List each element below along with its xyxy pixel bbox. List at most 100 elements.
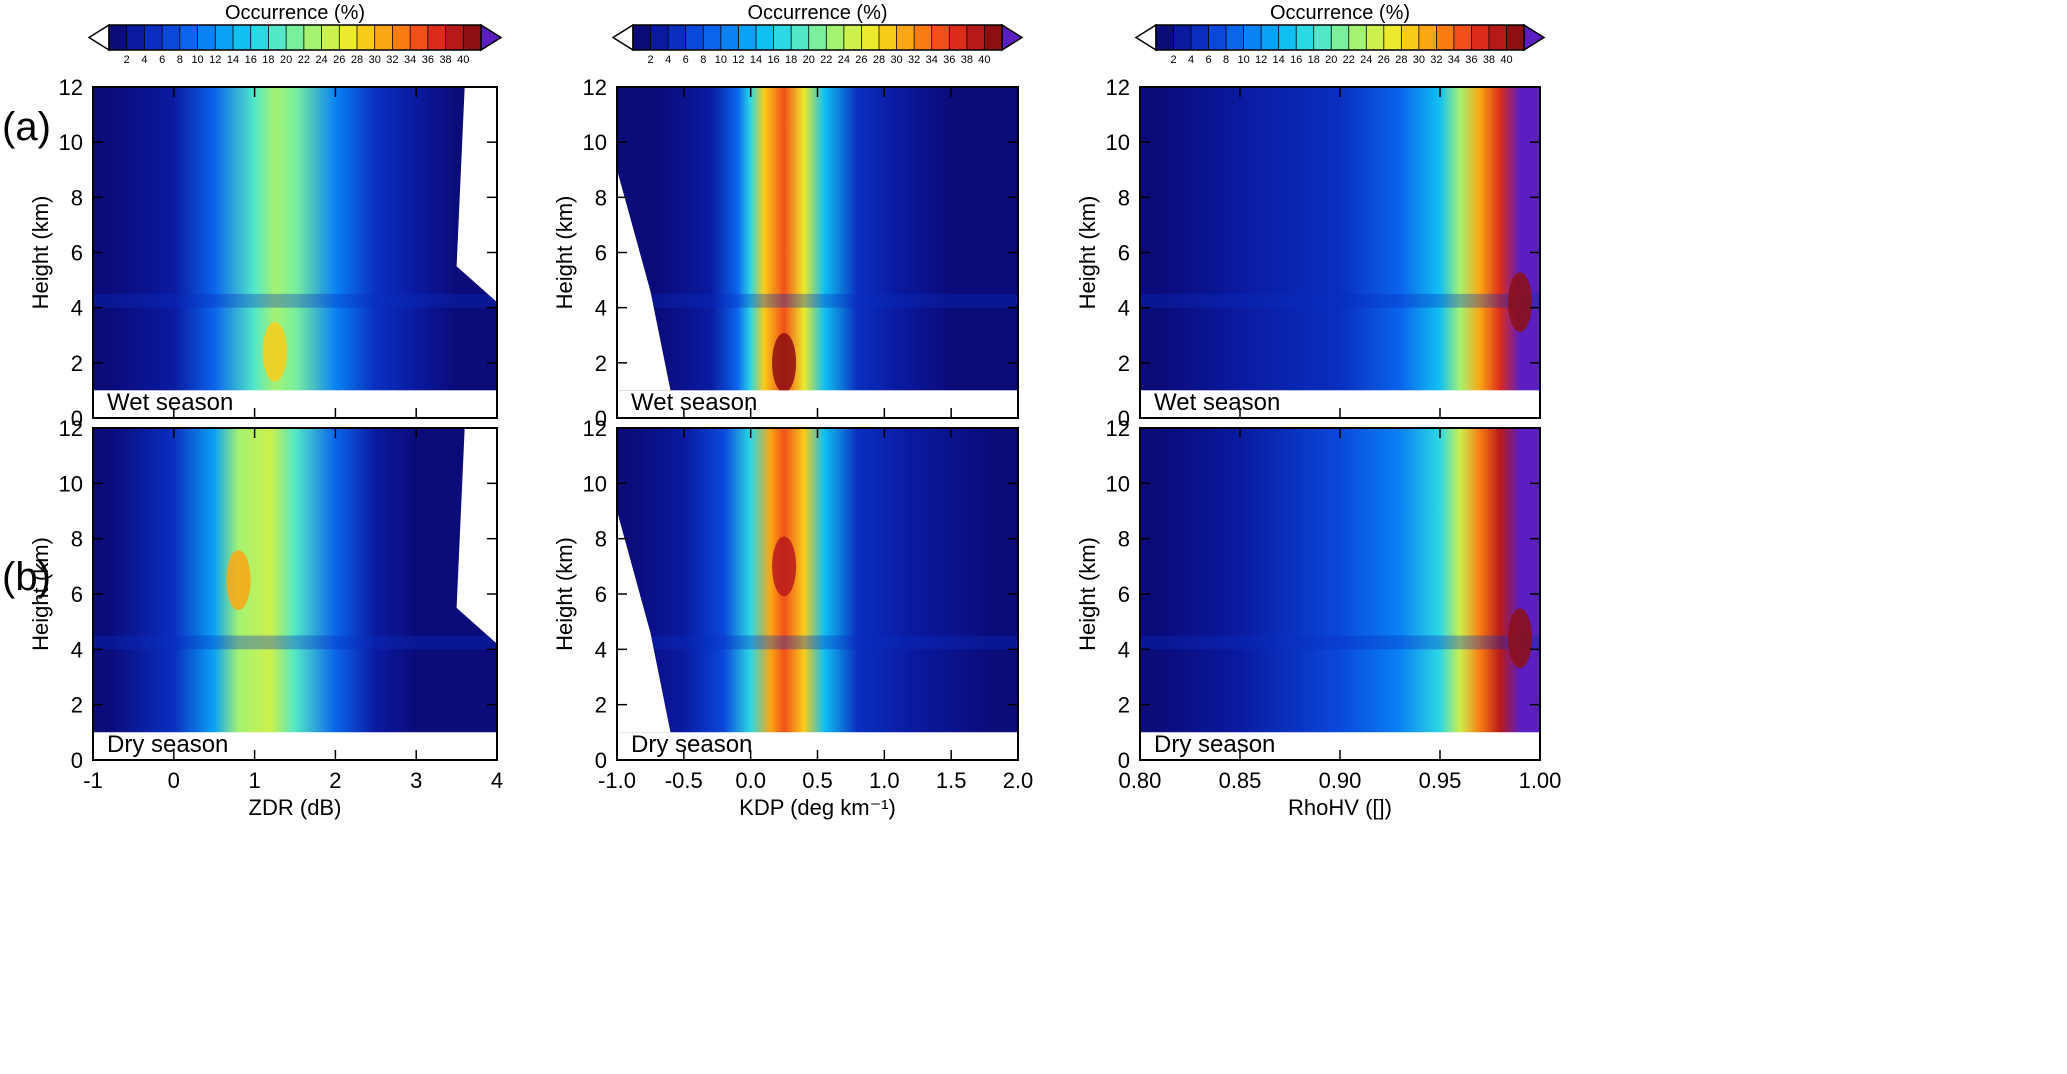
- colorbar-tick-label: 40: [978, 54, 990, 66]
- colorbar-swatch: [1226, 25, 1245, 50]
- y-tick-label: 10: [583, 471, 607, 496]
- y-tick-label: 12: [59, 416, 83, 441]
- melting-layer-band: [617, 293, 1018, 308]
- colorbar-swatch: [374, 25, 394, 50]
- colorbar-swatch: [1331, 25, 1350, 50]
- colorbar-swatch: [1383, 25, 1402, 50]
- colorbar-tick-label: 10: [715, 54, 727, 66]
- colorbar-tick-label: 26: [1378, 54, 1390, 66]
- heatmap-panel: -1.0 -0.5 0.0 0.5 1.0 1.5 2.0 0 2 4 6 8 10 12 Height (…: [552, 416, 1033, 820]
- no-data-region: [617, 511, 671, 733]
- colorbar-tick-label: 30: [369, 54, 381, 66]
- colorbar-swatch: [861, 25, 880, 50]
- colorbar-tick-label: 30: [1413, 54, 1425, 66]
- colorbar-tick-label: 12: [732, 54, 744, 66]
- heatmap-fill: [617, 87, 1018, 391]
- heatmap-panel: 0.80 0.85 0.90 0.95 1.00 0 2 4 6 8 10 12 Height (km)…: [1075, 416, 1561, 820]
- x-tick-label: 4: [491, 768, 503, 793]
- colorbar-swatch: [650, 25, 669, 50]
- y-tick-label: 10: [59, 130, 83, 155]
- y-axis-label: Height (km): [552, 196, 577, 310]
- colorbar-over-triangle: [1001, 23, 1024, 52]
- y-tick-label: 4: [595, 637, 607, 662]
- colorbar-tick-label: 36: [943, 54, 955, 66]
- y-tick-label: 12: [1106, 75, 1130, 100]
- x-tick-label: 0.95: [1419, 768, 1462, 793]
- colorbar-swatch: [427, 25, 447, 50]
- colorbar-tick-label: 34: [1448, 54, 1460, 66]
- colorbar-tick-label: 26: [855, 54, 867, 66]
- colorbar-tick-label: 16: [245, 54, 257, 66]
- colorbar-swatch: [197, 25, 216, 50]
- occurrence-maximum: [772, 536, 797, 597]
- colorbar-swatch: [966, 25, 986, 50]
- colorbar-tick-label: 22: [1343, 54, 1355, 66]
- colorbar-swatch: [685, 25, 704, 50]
- colorbar-swatch: [1313, 25, 1332, 50]
- y-tick-label: 6: [595, 241, 607, 266]
- colorbar-swatch: [931, 25, 950, 50]
- colorbar-swatch: [215, 25, 234, 50]
- colorbar-tick-label: 28: [873, 54, 885, 66]
- x-tick-label: 1.00: [1519, 768, 1562, 793]
- colorbar-swatch: [1173, 25, 1192, 50]
- melting-layer-band: [93, 293, 497, 308]
- colorbar-tick-label: 4: [141, 54, 147, 66]
- y-axis-label: Height (km): [28, 196, 53, 310]
- colorbar-tick-label: 36: [422, 54, 434, 66]
- colorbar-swatch: [303, 25, 323, 50]
- y-tick-label: 2: [1118, 693, 1130, 718]
- colorbar-tick-label: 32: [386, 54, 398, 66]
- colorbar-tick-label: 4: [665, 54, 671, 66]
- colorbar-tick-label: 8: [177, 54, 183, 66]
- colorbar-swatch: [1156, 25, 1175, 50]
- y-tick-label: 6: [71, 582, 83, 607]
- x-tick-label: 0.90: [1319, 768, 1362, 793]
- colorbar-swatch: [1436, 25, 1455, 50]
- x-tick-label: 0.0: [735, 768, 766, 793]
- colorbar-swatch: [1401, 25, 1420, 50]
- heatmap-field: [617, 87, 1018, 391]
- heatmap-fill: [617, 428, 1018, 733]
- colorbar-swatch: [720, 25, 740, 50]
- colorbar-over-triangle: [480, 23, 503, 52]
- colorbar-tick-label: 40: [1500, 54, 1512, 66]
- season-label: Wet season: [631, 389, 757, 416]
- colorbar-tick-label: 34: [926, 54, 938, 66]
- colorbar-tick-label: 14: [1273, 54, 1285, 66]
- colorbar-swatch: [179, 25, 199, 50]
- colorbars: 2 4 6 8 10 12 14 16 18 20 22 24 26 28 30 32 34 36 38 40Occu…: [87, 2, 1546, 66]
- x-tick-label: 0.85: [1219, 768, 1262, 793]
- colorbar-tick-label: 34: [404, 54, 416, 66]
- colorbar-swatch: [250, 25, 270, 50]
- y-tick-label: 2: [71, 351, 83, 376]
- colorbar-frame: [1155, 24, 1525, 51]
- colorbar-swatch: [1243, 25, 1262, 50]
- y-tick-label: 12: [59, 75, 83, 100]
- colorbar-under-triangle: [87, 23, 110, 52]
- y-tick-label: 12: [583, 75, 607, 100]
- melting-layer-band: [93, 635, 497, 650]
- colorbar-swatch: [668, 25, 687, 50]
- colorbar-tick-label: 14: [750, 54, 762, 66]
- colorbar-tick-label: 8: [1223, 54, 1229, 66]
- colorbar-tick-label: 24: [1360, 54, 1372, 66]
- colorbar-tick-label: 38: [1483, 54, 1495, 66]
- colorbar-swatch: [949, 25, 968, 50]
- colorbar-tick-label: 20: [803, 54, 815, 66]
- colorbar-tick-label: 24: [315, 54, 327, 66]
- colorbar-swatch: [1208, 25, 1227, 50]
- colorbar-tick-label: 8: [700, 54, 706, 66]
- colorbar-tick-label: 36: [1465, 54, 1477, 66]
- colorbar-swatch: [126, 25, 146, 50]
- melting-layer-band: [1140, 293, 1540, 308]
- no-data-region: [456, 428, 497, 644]
- colorbar-tick-label: 24: [838, 54, 850, 66]
- heatmap-panel: 0 2 4 6 8 10 12 Height (km) Wet season: [1075, 75, 1541, 431]
- colorbar-tick-label: 2: [648, 54, 654, 66]
- y-tick-label: 12: [583, 416, 607, 441]
- y-tick-label: 8: [595, 185, 607, 210]
- colorbar-swatch: [1278, 25, 1297, 50]
- y-tick-label: 0: [595, 748, 607, 773]
